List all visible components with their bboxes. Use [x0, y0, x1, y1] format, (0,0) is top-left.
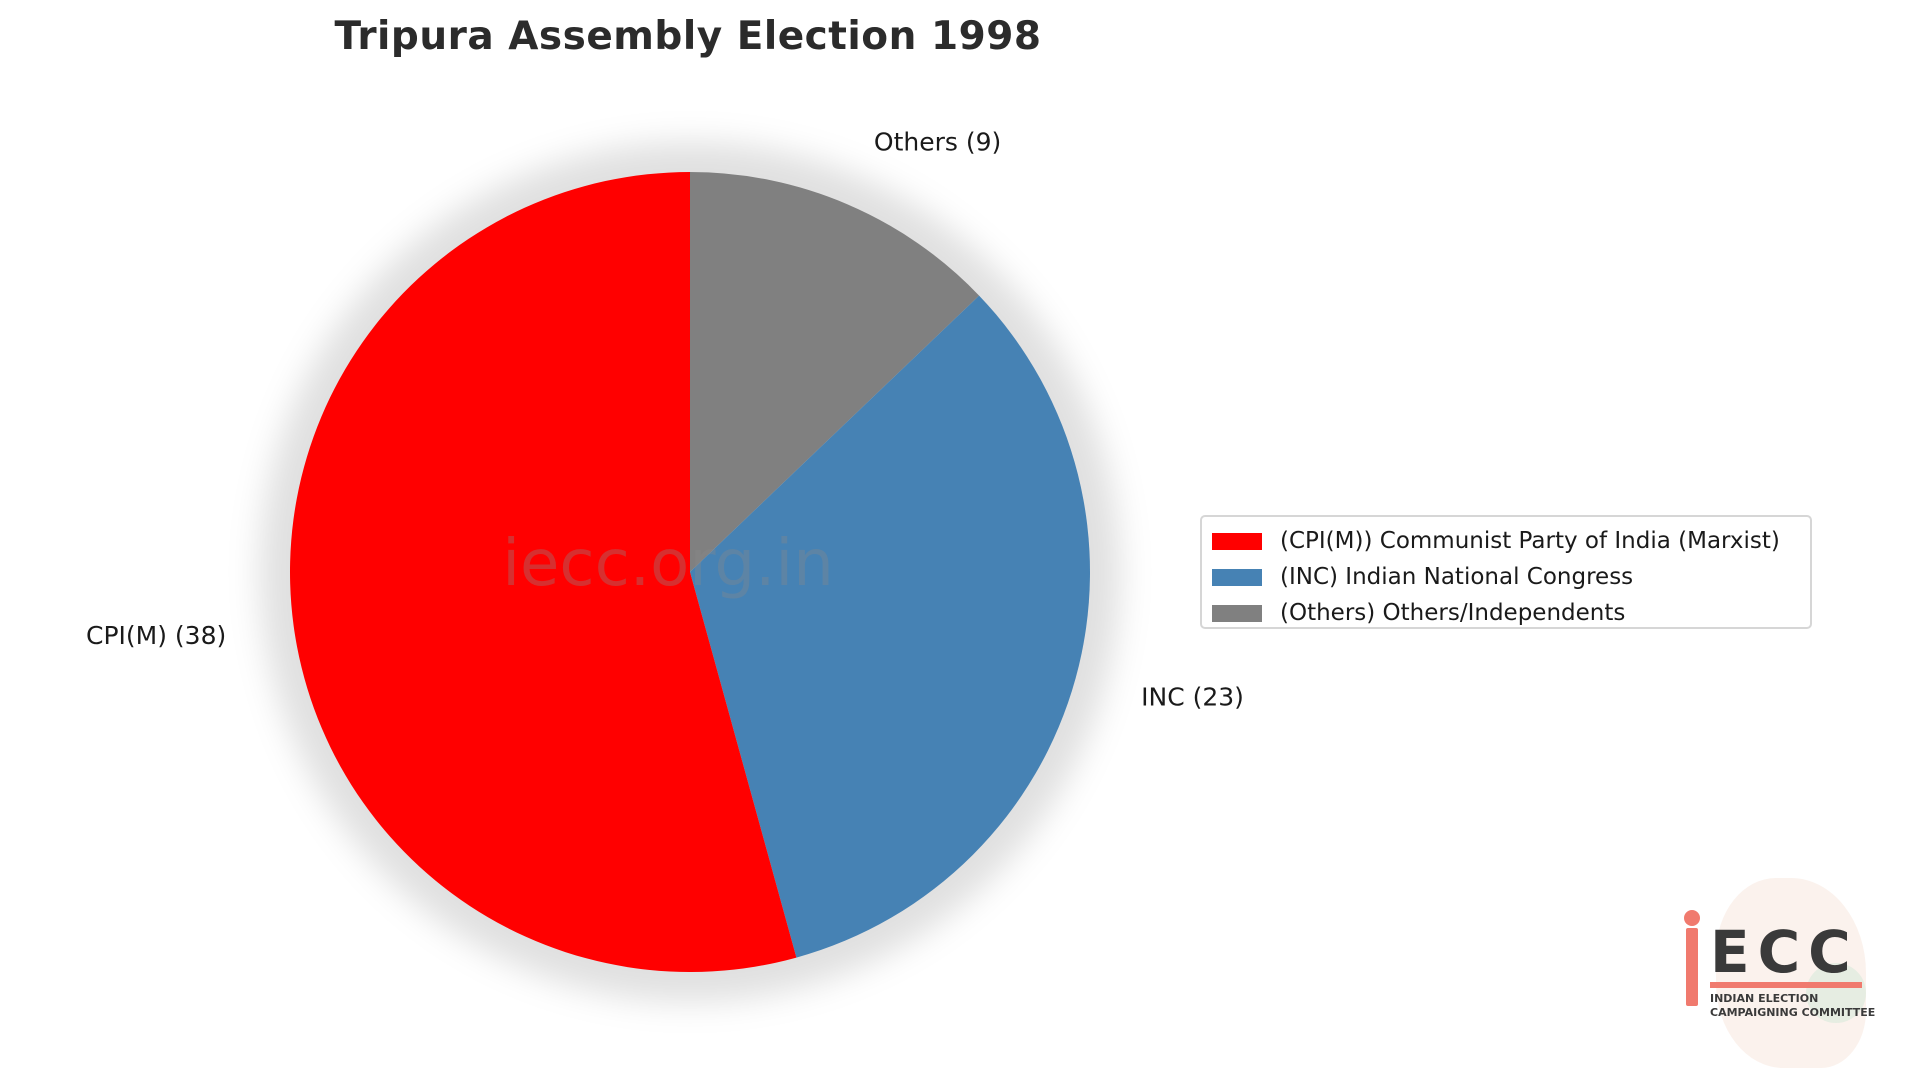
logo-i-stem: [1686, 928, 1698, 1006]
legend-swatch: [1212, 532, 1262, 550]
legend-label: (INC) Indian National Congress: [1280, 564, 1634, 590]
slice-label-others: Others (9): [874, 128, 1001, 157]
legend-item: (INC) Indian National Congress: [1212, 559, 1800, 595]
logo-map-accent: [1806, 963, 1866, 1023]
chart-title: Tripura Assembly Election 1998: [334, 14, 1042, 59]
slice-label-cpim: CPI(M) (38): [86, 621, 226, 650]
pie-slice-others: [690, 172, 980, 572]
pie-slice-cpim: [290, 172, 797, 972]
legend-swatch: [1212, 568, 1262, 586]
legend-swatch: [1212, 604, 1262, 622]
logo-i-dot: [1684, 910, 1700, 926]
logo-subtitle-line2: CAMPAIGNING COMMITTEE: [1710, 1006, 1876, 1019]
legend: (CPI(M)) Communist Party of India (Marxi…: [1200, 515, 1812, 629]
logo-letters: ECC: [1710, 918, 1859, 986]
iecc-logo: ECC INDIAN ELECTION CAMPAIGNING COMMITTE…: [1676, 868, 1896, 1078]
watermark-text: iecc.org.in: [502, 527, 834, 601]
legend-label: (CPI(M)) Communist Party of India (Marxi…: [1280, 528, 1780, 554]
pie-slices: [290, 172, 1090, 972]
pie-slice-labels: Others (9) INC (23) CPI(M) (38): [86, 128, 1244, 712]
legend-label: (Others) Others/Independents: [1280, 600, 1626, 626]
legend-item: (Others) Others/Independents: [1212, 595, 1800, 631]
logo-subtitle-line1: INDIAN ELECTION: [1710, 992, 1819, 1005]
logo-underline: [1710, 982, 1862, 988]
legend-item: (CPI(M)) Communist Party of India (Marxi…: [1212, 523, 1800, 559]
pie-slice-inc: [690, 295, 1090, 958]
slice-label-inc: INC (23): [1141, 683, 1244, 712]
